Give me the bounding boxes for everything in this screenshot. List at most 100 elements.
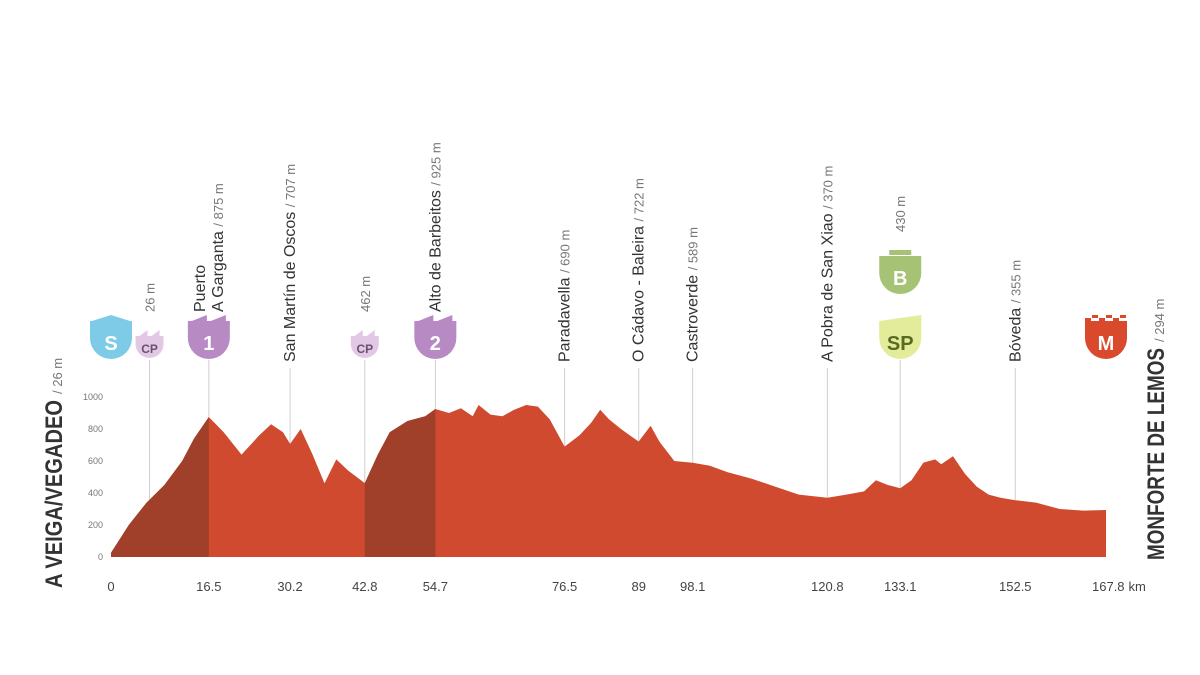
x-tick-label: 0 xyxy=(107,579,114,594)
marker-peaks xyxy=(191,315,226,321)
x-tick-label: 133.1 xyxy=(884,579,917,594)
start-town-label: A VEIGA/VEGADEO xyxy=(41,400,68,588)
x-tick-label: 152.5 xyxy=(999,579,1032,594)
marker-start: S xyxy=(90,315,132,359)
waypoint-name: Castroverde / 589 m xyxy=(685,227,702,362)
profile-area xyxy=(111,405,1106,557)
marker-checker xyxy=(1085,318,1091,321)
marker-cp: CP xyxy=(350,330,379,359)
waypoint-name-text: San Martín de Oscos xyxy=(282,207,299,362)
x-tick-label: 167.8 km xyxy=(1092,579,1146,594)
waypoint-name: San Martín de Oscos / 707 m xyxy=(282,164,299,362)
y-axis: 0 200 400 600 800 1000 xyxy=(83,392,103,562)
marker-checker xyxy=(1120,315,1126,318)
waypoint-name: 430 m xyxy=(893,196,908,232)
x-tick-label: 30.2 xyxy=(277,579,302,594)
waypoint-name: A Pobra de San Xiao / 370 m xyxy=(819,166,836,362)
x-unit-label: km xyxy=(1129,579,1146,594)
marker-climb: 1 xyxy=(187,315,230,359)
waypoint-name: 26 m xyxy=(143,283,158,312)
waypoint-name-text: O Cádavo - Baleira xyxy=(631,221,648,362)
waypoint-name-line2: A Garganta / 875 m xyxy=(210,183,227,312)
waypoint-name-text: A Pobra de San Xiao xyxy=(819,209,836,362)
x-tick-label: 120.8 xyxy=(811,579,844,594)
marker-text: 2 xyxy=(430,333,441,355)
waypoint-elevation: / 875 m xyxy=(211,183,226,226)
waypoint-labels: 26 m Puerto A Garganta / 875 m San Martín d… xyxy=(143,142,1025,362)
waypoint-name: O Cádavo - Baleira / 722 m xyxy=(631,178,648,362)
marker-roof xyxy=(92,315,130,321)
marker-text: SP xyxy=(887,333,914,355)
waypoint-name-text: Alto de Barbeitos xyxy=(427,186,444,312)
marker-badge xyxy=(414,321,457,359)
start-town-elevation: / 26 m xyxy=(50,358,65,394)
marker-text: B xyxy=(893,268,907,290)
waypoint-name: Alto de Barbeitos / 925 m xyxy=(427,142,444,312)
waypoint-name: Puerto xyxy=(192,265,209,312)
waypoint-elevation: / 707 m xyxy=(283,164,298,207)
marker-climb: 2 xyxy=(414,315,457,359)
marker-cap xyxy=(889,250,912,255)
marker-peaks xyxy=(354,330,375,336)
waypoint-name: Paradavella / 690 m xyxy=(557,230,574,362)
finish-town-label: MONFORTE DE LEMOS xyxy=(1143,348,1170,560)
waypoint-elevation: 26 m xyxy=(143,283,158,312)
marker-sprint: SP xyxy=(879,315,922,359)
marker-peaks xyxy=(418,315,453,321)
marker-badge xyxy=(187,321,230,359)
waypoint-elevation: / 722 m xyxy=(632,178,647,221)
waypoint-elevation: / 925 m xyxy=(428,142,443,185)
waypoint-name: 462 m xyxy=(358,276,373,312)
x-tick-label: 76.5 xyxy=(552,579,577,594)
marker-flag xyxy=(879,315,922,321)
x-tick-label: 54.7 xyxy=(423,579,448,594)
waypoint-elevation: 462 m xyxy=(358,276,373,312)
waypoint-markers: S CP 1 CP 2 SP B M xyxy=(90,250,1127,359)
waypoint-elevation: / 370 m xyxy=(820,166,835,209)
marker-badge xyxy=(879,321,922,359)
waypoint-elevation: / 589 m xyxy=(686,227,701,270)
finish-town-elevation: / 294 m xyxy=(1152,299,1167,342)
waypoint-name-text: Paradavella xyxy=(557,273,574,362)
y-tick-label: 600 xyxy=(88,456,103,466)
marker-badge xyxy=(135,336,164,359)
waypoint-name-text: Castroverde xyxy=(685,270,702,362)
marker-text: 1 xyxy=(203,333,214,355)
marker-text: CP xyxy=(141,342,158,356)
x-tick-label: 16.5 xyxy=(196,579,221,594)
waypoint-elevation: 430 m xyxy=(893,196,908,232)
marker-checker xyxy=(1092,315,1098,318)
elevation-profile xyxy=(111,405,1106,557)
marker-bonus: B xyxy=(879,250,922,294)
marker-checker xyxy=(1113,318,1119,321)
marker-checker xyxy=(1106,315,1112,318)
marker-text: M xyxy=(1098,333,1115,355)
marker-cp: CP xyxy=(135,330,164,359)
waypoint-elevation: / 690 m xyxy=(558,230,573,273)
y-tick-label: 800 xyxy=(88,424,103,434)
y-tick-label: 0 xyxy=(98,552,103,562)
marker-text: CP xyxy=(356,342,373,356)
marker-badge xyxy=(90,321,132,359)
y-tick-label: 400 xyxy=(88,488,103,498)
x-axis: 0 16.5 30.2 42.8 54.7 76.5 89 98.1 120.8 133.1 152… xyxy=(107,579,1146,594)
waypoint-name: Bóveda / 355 m xyxy=(1007,260,1024,362)
x-tick-label: 89 xyxy=(632,579,646,594)
waypoint-name-text: Bóveda xyxy=(1007,303,1024,362)
y-tick-label: 1000 xyxy=(83,392,103,402)
marker-checker xyxy=(1099,318,1105,321)
marker-text: S xyxy=(104,333,117,355)
waypoint-guides xyxy=(149,360,1016,501)
marker-badge xyxy=(350,336,379,359)
climb-segment-2 xyxy=(364,409,436,557)
marker-finish: M xyxy=(1085,315,1127,359)
x-tick-label: 98.1 xyxy=(680,579,705,594)
marker-badge xyxy=(1085,321,1127,359)
x-tick-label: 42.8 xyxy=(352,579,377,594)
marker-badge xyxy=(879,256,922,294)
marker-peaks xyxy=(139,330,160,336)
y-tick-label: 200 xyxy=(88,520,103,530)
climb-segment-1 xyxy=(111,417,209,557)
waypoint-elevation: / 355 m xyxy=(1008,260,1023,303)
